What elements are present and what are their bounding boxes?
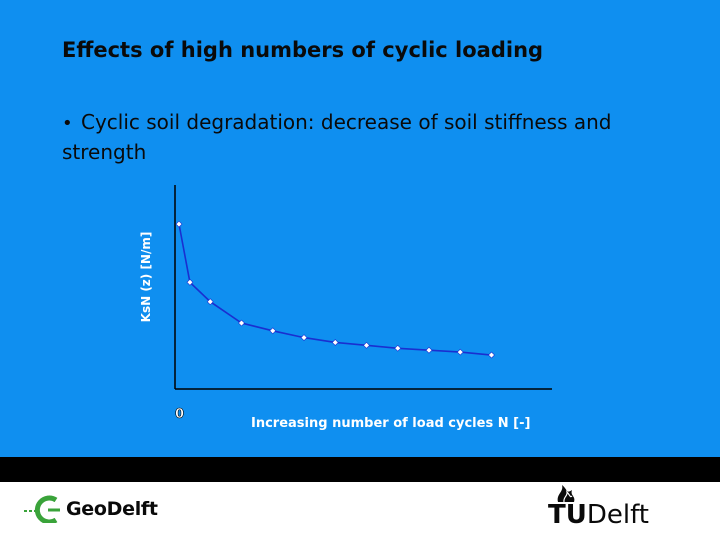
data-point-marker	[269, 327, 277, 335]
tudelft-logo-tu: TU	[548, 500, 587, 530]
flame-icon	[557, 485, 575, 503]
tudelft-logo-text: TUDelft	[548, 500, 649, 530]
data-point-marker	[238, 319, 245, 327]
geodelft-logo-text: GeoDelft	[66, 498, 158, 520]
footer: GeoDelft TUDelft	[0, 482, 720, 540]
data-point-marker	[186, 278, 194, 286]
origin-label: 0	[175, 407, 184, 422]
data-point-marker	[175, 220, 183, 228]
bullet-dot: •	[62, 113, 73, 134]
data-point-marker	[394, 344, 402, 352]
data-point-marker	[206, 298, 214, 306]
tudelft-logo-delft: Delft	[586, 500, 649, 530]
y-axis-label: KsN (z) [N/m]	[139, 232, 153, 323]
series-line	[178, 223, 492, 356]
slide-background: Effects of high numbers of cyclic loadin…	[0, 0, 720, 457]
degradation-chart: KsN (z) [N/m] 0 Increasing number of loa…	[139, 185, 552, 431]
data-point-marker	[363, 341, 370, 349]
data-point-marker	[331, 339, 339, 346]
geodelft-logo: GeoDelft	[22, 495, 158, 523]
tudelft-logo: TUDelft	[548, 482, 668, 540]
data-point-marker	[300, 334, 308, 341]
black-band	[0, 457, 720, 482]
slide-title: Effects of high numbers of cyclic loadin…	[62, 38, 544, 62]
data-point-marker	[425, 346, 433, 354]
series-markers	[175, 220, 495, 359]
x-axis-label: Increasing number of load cycles N [-]	[251, 416, 530, 431]
bullet-point: • Cyclic soil degradation: decrease of s…	[62, 108, 622, 167]
data-point-marker	[456, 348, 464, 356]
geodelft-emblem-icon	[24, 495, 60, 523]
data-point-marker	[488, 351, 495, 359]
bullet-text: Cyclic soil degradation: decrease of soi…	[62, 110, 612, 164]
